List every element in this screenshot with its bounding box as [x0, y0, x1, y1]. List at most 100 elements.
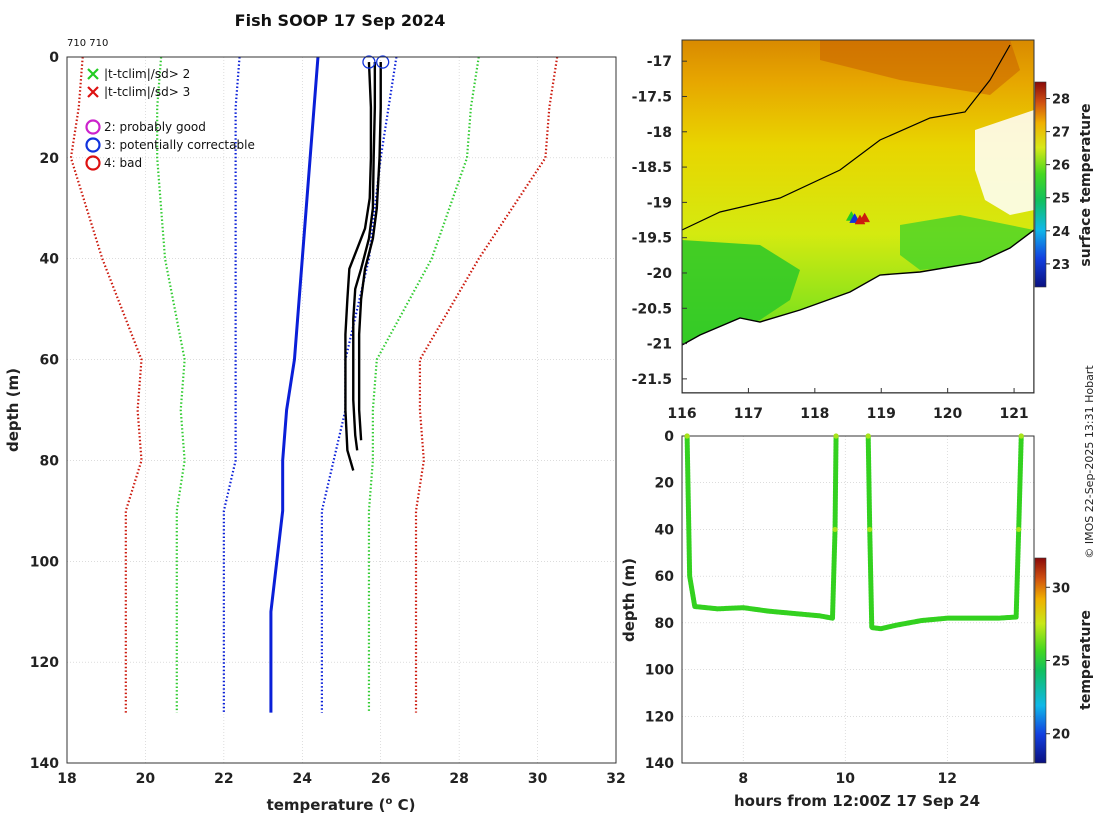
map-xtick-label: 119 [867, 406, 896, 422]
profile-ytick-label: 100 [30, 554, 59, 570]
depth-time-ytick-label: 140 [645, 756, 674, 772]
sst-colorbar-tick-label: 26 [1052, 159, 1070, 174]
drop-point-warm [867, 526, 873, 533]
profile-series [69, 56, 559, 713]
depth-time-ytick-label: 40 [655, 522, 675, 538]
series-clim-2sd [367, 56, 480, 713]
profile-ytick-label: 40 [40, 252, 60, 268]
series-clim-1sd [222, 56, 241, 713]
profile-ytick-label: 20 [40, 151, 60, 167]
profile-xtick-label: 24 [293, 771, 313, 787]
map-xtick-label: 120 [933, 406, 962, 422]
temperature-colorbar-ticks: 20 25 30 [1046, 581, 1070, 743]
legend-label: |t-tclim|/sd> 3 [104, 85, 190, 99]
series-clim-2sd [156, 56, 186, 713]
depth-time-xtick-label: 8 [738, 771, 748, 787]
map-ytick-label: -20.5 [632, 301, 672, 317]
sst-colorbar-tick-label: 27 [1052, 126, 1070, 141]
drop-point-warm [833, 433, 839, 439]
depth-time-xlabel: hours from 12:00Z 17 Sep 24 [734, 792, 980, 810]
series-clim-mean [269, 56, 320, 713]
sst-colorbar-tick-label: 24 [1052, 225, 1070, 240]
credit-text: © IMOS 22-Sep-2025 13:31 Hobart [1083, 365, 1096, 559]
depth-time-ytick-label: 100 [645, 663, 674, 679]
profile-xtick-label: 26 [371, 771, 390, 787]
map-xtick-label: 121 [999, 406, 1028, 422]
isobath-line [682, 44, 1011, 231]
profile-xtick-label: 20 [136, 771, 156, 787]
figure-ids: 710 710 [67, 38, 108, 49]
profile-ytick-label: 140 [30, 756, 59, 772]
temperature-colorbar-label: temperature [1078, 610, 1094, 710]
legend-x-marker [87, 68, 99, 80]
sst-green-patch [682, 240, 800, 345]
map-ytick-label: -21.5 [632, 372, 672, 388]
sst-colorbar-ticks: 23 24 25 26 27 28 [1046, 93, 1070, 273]
profile-xlabel: temperature (o C) [267, 796, 416, 814]
depth-time-xtick-label: 12 [938, 771, 957, 787]
map-ytick-label: -19.5 [632, 231, 672, 247]
map-ytick-label: -20 [647, 266, 673, 282]
map-xtick-label: 116 [667, 406, 696, 422]
legend-label: 4: bad [104, 156, 142, 170]
legend-circle-marker [85, 119, 101, 135]
series-profile-1 [344, 61, 373, 471]
map-ytick-label: -19 [647, 195, 672, 211]
depth-time-ytick-label: 0 [664, 429, 674, 445]
depth-time-points [684, 433, 1024, 632]
depth-time-axes-box [681, 435, 1035, 764]
temperature-colorbar-tick-label: 25 [1052, 655, 1070, 670]
temperature-colorbar-tick-label: 20 [1052, 728, 1070, 743]
profile-grid [66, 56, 617, 764]
drop-point-warm [832, 526, 838, 533]
sst-colorbar-tick-label: 23 [1052, 258, 1070, 273]
map-ticks: 116 117 118 119 120 121 -17 -17.5 -18 -18.5 -19 -19… [632, 54, 1029, 422]
map-ytick-label: -17.5 [632, 89, 672, 105]
depth-time-ytick-label: 20 [655, 476, 675, 492]
sst-map-panel: 116 117 118 119 120 121 -17 -17.5 -18 -18.5 -19 -19… [632, 39, 1094, 422]
profile-ticks: 18 20 22 24 26 28 30 32 0 20 40 60 80 100 120 140 [30, 50, 626, 787]
map-ytick-label: -21 [647, 337, 672, 353]
series-clim-3sd [69, 56, 143, 713]
legend-label: |t-tclim|/sd> 2 [104, 67, 190, 81]
ship-track [845, 210, 871, 225]
legend: |t-tclim|/sd> 2 |t-tclim|/sd> 3 2: probabl… [85, 67, 255, 171]
map-axes-box [681, 39, 1035, 394]
depth-time-ytick-label: 120 [645, 709, 674, 725]
series-clim-1sd [320, 56, 398, 713]
temperature-colorbar [1034, 557, 1047, 764]
profile-xtick-label: 18 [57, 771, 76, 787]
drop-point-warm [1018, 433, 1024, 439]
qc-flag-circle [362, 55, 376, 69]
depth-time-grid [682, 435, 1034, 764]
series-profile-3 [357, 62, 382, 441]
map-xtick-label: 117 [734, 406, 763, 422]
series-clim-3sd [414, 56, 559, 713]
map-ytick-label: -18.5 [632, 160, 672, 176]
depth-time-xtick-label: 10 [836, 771, 856, 787]
temperature-colorbar-tick-label: 30 [1052, 581, 1070, 596]
map-ytick-label: -17 [647, 54, 672, 70]
profile-xtick-label: 32 [606, 771, 625, 787]
drop-trace [684, 433, 839, 621]
qc-flag-circle [376, 55, 390, 69]
series-profile-2 [352, 62, 377, 451]
profile-ytick-label: 120 [30, 655, 59, 671]
legend-circle-marker [85, 137, 101, 153]
depth-time-ytick-label: 60 [655, 569, 675, 585]
land-area [682, 229, 1034, 393]
legend-x-marker [87, 86, 99, 98]
depth-time-ylabel: depth (m) [620, 558, 638, 642]
profile-panel: 18 20 22 24 26 28 30 32 0 20 40 60 80 100 120 140 tempe… [4, 50, 626, 814]
legend-label: 2: probably good [104, 120, 206, 134]
figure-title: Fish SOOP 17 Sep 2024 [235, 11, 446, 30]
profile-ylabel: depth (m) [4, 368, 22, 452]
profile-flags [362, 55, 390, 69]
profile-ytick-label: 80 [40, 453, 60, 469]
drop-point-warm [865, 433, 871, 439]
sst-colorbar [1034, 81, 1047, 288]
drop-trace [865, 433, 1024, 632]
track-marker [859, 212, 871, 223]
profile-xtick-label: 30 [528, 771, 548, 787]
